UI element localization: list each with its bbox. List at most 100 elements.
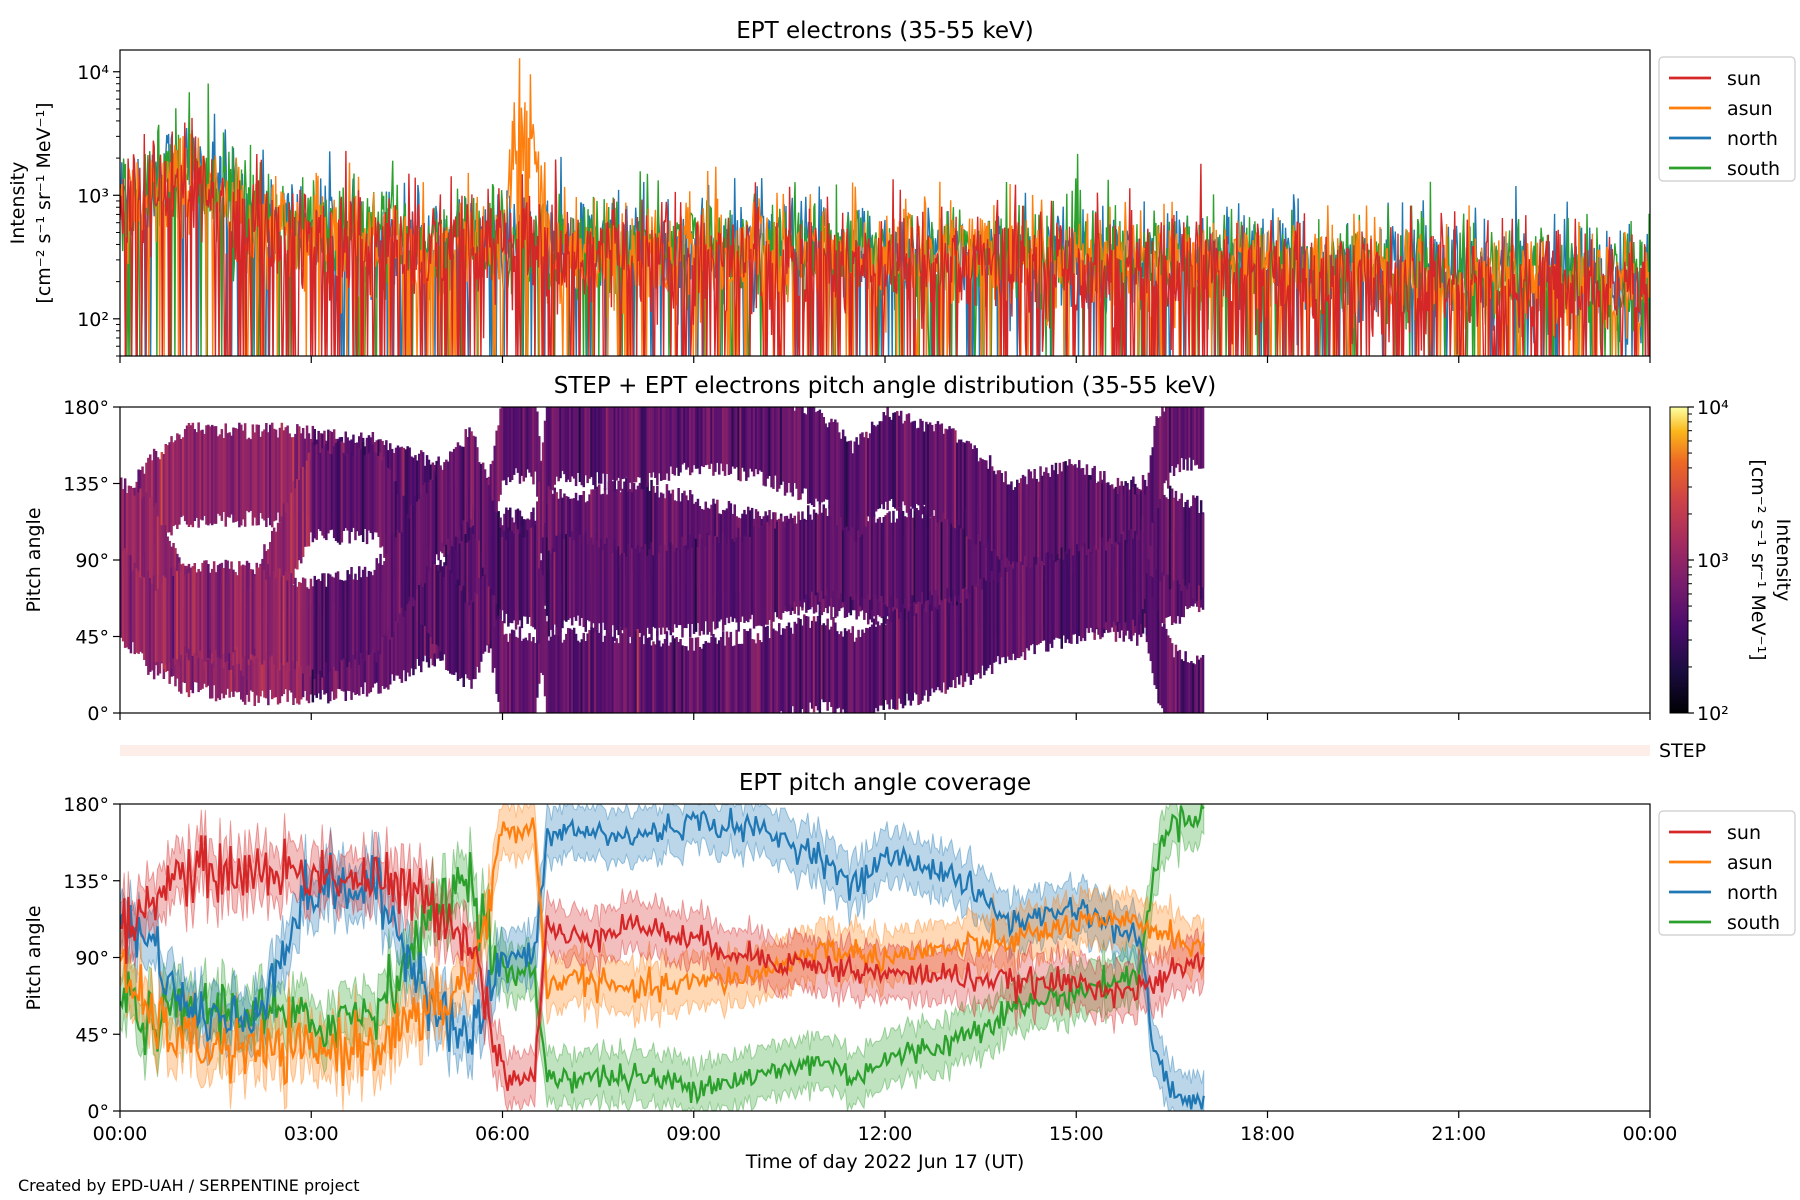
heatmap-cell [524, 637, 527, 713]
heatmap-cell [627, 407, 630, 492]
heatmap-cell [646, 482, 649, 578]
heatmap-cell [988, 455, 992, 560]
heatmap-cell [441, 469, 444, 543]
heatmap-cell [768, 407, 771, 476]
heatmap-cell [1039, 564, 1042, 643]
heatmap-cell [156, 457, 160, 536]
heatmap-cell [1050, 553, 1054, 648]
heatmap-cell [1025, 484, 1029, 561]
heatmap-cell [985, 460, 988, 548]
heatmap-cell [598, 484, 601, 585]
heatmap-cell [1101, 483, 1104, 562]
heatmap-cell [716, 536, 719, 629]
heatmap-cell [507, 641, 510, 713]
heatmap-cell [632, 482, 636, 571]
heatmap-cell [174, 567, 177, 665]
heatmap-cell [901, 511, 905, 605]
heatmap-cell [141, 498, 144, 577]
heatmap-cell [1176, 500, 1180, 581]
heatmap-cell [253, 576, 256, 649]
heatmap-cell [692, 650, 696, 713]
heatmap-cell [1190, 407, 1193, 471]
heatmap-cell [1120, 534, 1123, 631]
heatmap-cell [795, 523, 798, 601]
heatmap-cell [276, 437, 280, 513]
heatmap-cell [896, 608, 899, 710]
heatmap-cell [671, 407, 675, 474]
heatmap-cell [915, 507, 918, 604]
heatmap-cell [1085, 555, 1089, 628]
panel2-yaxis: 0°45°90°135°180° [63, 397, 120, 725]
heatmap-cell [901, 423, 905, 502]
heatmap-cell [1124, 486, 1127, 584]
heatmap-cell [139, 577, 142, 652]
heatmap-cell [760, 407, 764, 472]
heatmap-cell [857, 629, 860, 713]
heatmap-cell [323, 445, 326, 539]
heatmap-cell [284, 427, 287, 523]
heatmap-cell [812, 616, 816, 713]
heatmap-cell [582, 535, 585, 628]
heatmap-cell [917, 601, 920, 706]
heatmap-cell [1163, 530, 1166, 634]
heatmap-cell [149, 578, 152, 672]
heatmap-cell [826, 427, 829, 500]
heatmap-cell [234, 572, 237, 650]
heatmap-cell [514, 636, 518, 713]
heatmap-cell [470, 527, 473, 628]
heatmap-cell [152, 448, 156, 551]
heatmap-cell [867, 521, 870, 595]
heatmap-cell [940, 423, 944, 523]
heatmap-cell [402, 590, 405, 671]
heatmap-cell [516, 407, 520, 473]
heatmap-cell [903, 608, 907, 706]
heatmap-cell [408, 447, 411, 547]
heatmap-cell [120, 550, 123, 638]
heatmap-cell [582, 632, 585, 713]
heatmap-cell [1091, 553, 1094, 627]
heatmap-cell [747, 631, 750, 713]
heatmap-cell [162, 454, 166, 530]
heatmap-cell [859, 506, 862, 607]
heatmap-cell [623, 407, 626, 479]
heatmap-cell [884, 515, 887, 605]
heatmap-cell [797, 617, 800, 713]
heatmap-cell [1157, 417, 1160, 508]
heatmap-cell [557, 635, 560, 713]
heatmap-cell [923, 608, 926, 696]
panel2-ytick-label-3: 135° [63, 474, 109, 496]
heatmap-cell [596, 540, 599, 630]
heatmap-cell [932, 606, 936, 693]
heatmap-cell [824, 508, 827, 596]
heatmap-cell [605, 537, 609, 638]
heatmap-cell [1176, 407, 1180, 465]
heatmap-cell [1072, 465, 1075, 555]
heatmap-cell [971, 506, 974, 591]
heatmap-cell [961, 498, 965, 601]
heatmap-cell [723, 407, 727, 476]
heatmap-cell [853, 641, 856, 713]
heatmap-cell [810, 519, 814, 592]
heatmap-cell [692, 407, 696, 466]
heatmap-cell [292, 584, 295, 661]
heatmap-cell [741, 407, 744, 468]
heatmap-cell [1021, 565, 1025, 653]
heatmap-cell [905, 517, 909, 598]
heatmap-cell [853, 512, 856, 600]
heatmap-cell [1008, 566, 1011, 660]
heatmap-cell [230, 561, 233, 661]
heatmap-cell [959, 498, 963, 602]
heatmap-cell [621, 488, 624, 569]
heatmap-cell [218, 563, 222, 659]
heatmap-cell [274, 531, 278, 608]
heatmap-cell [588, 630, 591, 713]
heatmap-cell [987, 581, 990, 669]
heatmap-cell [956, 442, 959, 520]
heatmap-cell [468, 427, 471, 528]
heatmap-cell [1027, 469, 1031, 575]
heatmap-cell [555, 407, 558, 477]
heatmap-cell [617, 480, 620, 578]
heatmap-cell [663, 498, 667, 572]
heatmap-cell [793, 523, 796, 602]
heatmap-cell [807, 616, 810, 713]
